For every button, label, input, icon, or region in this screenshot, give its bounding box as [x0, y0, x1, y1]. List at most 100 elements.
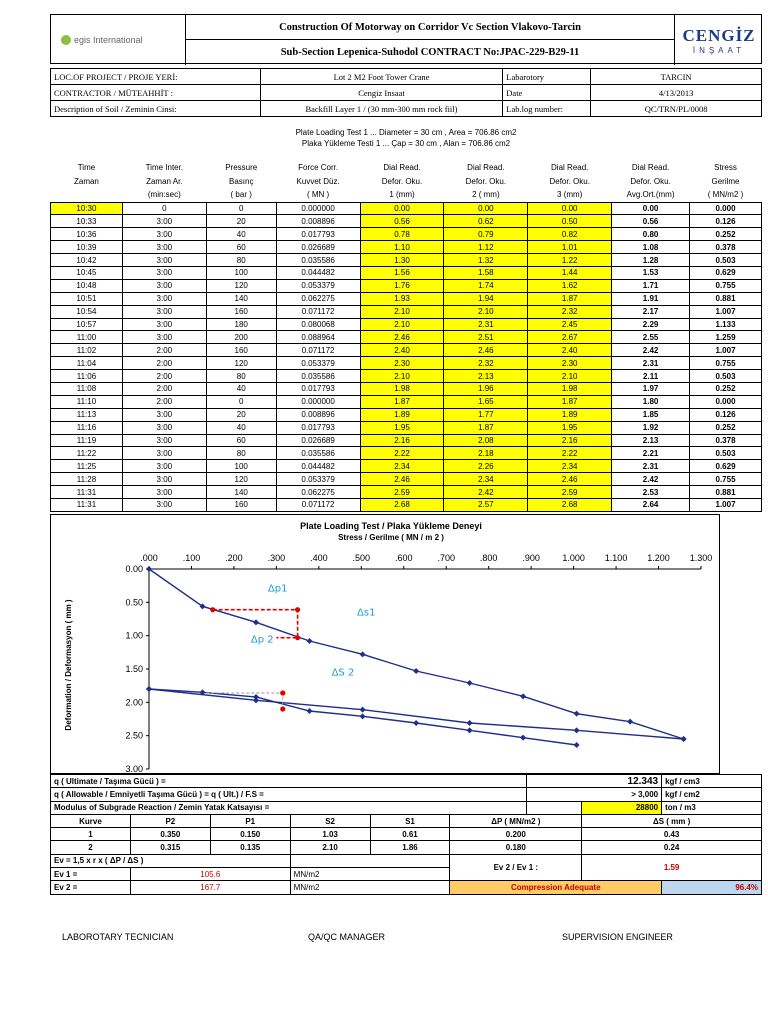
table-row: 10:51 3:00 140 0.062275 1.93 1.94 1.87 1.91 0.88…: [50, 292, 762, 306]
table-cell: 11:02: [50, 343, 123, 358]
table-row: 11:04 2:00 120 0.053379 2.30 2.32 2.30 2.31 0.75…: [50, 356, 762, 371]
data-point: [466, 720, 473, 726]
series-line: [148, 688, 684, 740]
table-row: 11:25 3:00 100 0.044482 2.34 2.26 2.34 2.31 0.62…: [50, 459, 762, 474]
table-cell: 10:51: [50, 292, 123, 306]
table-row: 11:00 3:00 200 0.088964 2.46 2.51 2.67 2.55 1.25…: [50, 330, 762, 345]
x-tick-label: .800: [480, 553, 498, 563]
table-header-cell: Dial Read.: [551, 162, 589, 172]
table-cell: 0.503: [689, 253, 762, 267]
table-cell: 11:22: [50, 446, 123, 461]
table-cell: 2.68: [527, 498, 613, 512]
table-cell: 2.32: [527, 305, 613, 319]
egis-logo-text: egis International: [74, 35, 143, 45]
table-cell: 200: [206, 330, 277, 345]
table-cell: 1.12: [443, 240, 529, 255]
y-tick-label: 2.00: [125, 697, 143, 707]
table-cell: 3:00: [122, 305, 207, 319]
table-cell: 0.026689: [276, 434, 361, 448]
table-header-cell: Dial Read.: [467, 162, 505, 172]
data-point: [306, 708, 313, 714]
table-cell: 0.56: [611, 214, 691, 229]
ev2-row: Ev 2 = 167.7 MN/m2 Compression Adequate …: [50, 880, 762, 895]
ev1-row: Ev 1 = 105.6 MN/m2: [50, 867, 762, 882]
table-cell: 0.00: [527, 202, 613, 216]
table-cell: 1.32: [443, 253, 529, 267]
table-row: 10:33 3:00 20 0.008896 0.56 0.62 0.50 0.56 0.126: [50, 214, 762, 229]
summary-cell: 0.350: [129, 827, 211, 842]
q-allow-label: q ( Allowable / Emniyetli Taşıma Gücü ) …: [49, 787, 528, 802]
q-ult-label: q ( Ultimate / Taşıma Gücü ) =: [49, 773, 528, 789]
table-cell: 0.000000: [276, 395, 361, 409]
table-cell: 11:31: [50, 485, 123, 499]
table-cell: 2.21: [611, 446, 691, 461]
table-cell: 1.85: [611, 408, 691, 422]
table-cell: 11:31: [50, 498, 123, 512]
col-p2: P2: [129, 813, 211, 829]
table-cell: 2.29: [611, 318, 691, 332]
table-cell: 0.088964: [276, 330, 361, 345]
table-cell: 1.10: [360, 240, 445, 255]
x-tick-label: .100: [183, 553, 201, 563]
summary-cell: 0.315: [129, 840, 211, 855]
table-row: 11:31 3:00 160 0.071172 2.68 2.57 2.68 2.64 1.00…: [50, 498, 762, 512]
table-header-cell: Pressure: [225, 162, 258, 172]
table-cell: 1.01: [527, 240, 613, 255]
delta-marker: [280, 690, 286, 696]
table-cell: 2.67: [527, 330, 613, 345]
x-tick-label: 1.300: [690, 553, 713, 563]
table-cell: 2.30: [527, 356, 613, 371]
x-tick-label: 1.000: [562, 553, 585, 563]
table-cell: 80: [206, 369, 277, 383]
table-header-row: Time Time Inter. Pressure Force Corr. Dial R…: [51, 160, 762, 174]
col-s1: S1: [369, 813, 451, 829]
table-cell: 0.071172: [276, 343, 361, 358]
document-header: egis International Construction Of Motor…: [50, 14, 762, 65]
col-dp: ΔP ( MN/m2 ): [449, 813, 583, 829]
table-cell: 2.42: [611, 472, 691, 487]
table-cell: 10:33: [50, 214, 123, 229]
modulus-unit: ton / m3: [661, 800, 762, 815]
table-cell: 11:28: [50, 472, 123, 487]
summary-cell: 0.43: [581, 827, 762, 842]
table-cell: 120: [206, 472, 277, 487]
table-cell: 11:08: [50, 382, 123, 396]
y-tick-label: 0.00: [125, 564, 143, 574]
table-cell: 1.28: [611, 253, 691, 267]
table-cell: 1.71: [611, 279, 691, 293]
table-cell: 2.10: [443, 305, 529, 319]
chart-container: Plate Loading Test / Plaka Yükleme Deney…: [50, 514, 720, 774]
x-tick-label: 1.200: [647, 553, 670, 563]
x-tick-label: .000: [140, 553, 158, 563]
q-ult-unit: kgf / cm3: [661, 773, 762, 789]
ev2-label: Ev 2 =: [50, 880, 131, 895]
table-header-cell: 1 (mm): [360, 188, 444, 203]
table-cell: 140: [206, 292, 277, 306]
x-tick-label: .600: [395, 553, 413, 563]
lab-value: TARCIN: [590, 68, 762, 85]
table-cell: 40: [206, 227, 277, 242]
contractor-label: CONTRACTOR / MÜTEAHHİT :: [50, 84, 261, 101]
delta-marker: [295, 635, 301, 641]
table-cell: 3:00: [122, 472, 207, 487]
cengiz-logo-main: CENGİZ: [682, 25, 756, 45]
data-point: [520, 693, 527, 700]
table-row: 10:30 0 0 0.000000 0.00 0.00 0.00 0.00 0.000: [50, 202, 762, 216]
chart-annotation: ΔS 2: [332, 668, 355, 679]
table-cell: 3:00: [122, 408, 207, 422]
table-cell: 1.89: [527, 408, 613, 422]
table-cell: 0.071172: [276, 498, 361, 512]
table-cell: 3:00: [122, 485, 207, 499]
table-cell: 1.95: [527, 421, 613, 435]
table-header-row: (min:sec)( bar )( MN ) 1 (mm) 2 ( mm) 3 (mm…: [50, 188, 762, 203]
table-cell: 140: [206, 485, 277, 499]
table-row: 10:42 3:00 80 0.035586 1.30 1.32 1.22 1.28 0.503: [50, 253, 762, 267]
table-header-cell: Avg.Ort.(mm): [611, 188, 690, 203]
chart-series: [146, 566, 687, 748]
table-cell: 0.126: [689, 214, 762, 229]
table-cell: 3:00: [122, 318, 207, 332]
data-point: [359, 713, 366, 720]
table-cell: 3:00: [122, 253, 207, 267]
chart-annotations: Δp1 Δs1 Δp 2 ΔS 2: [206, 584, 375, 712]
table-header-cell: ( MN ): [276, 188, 361, 203]
